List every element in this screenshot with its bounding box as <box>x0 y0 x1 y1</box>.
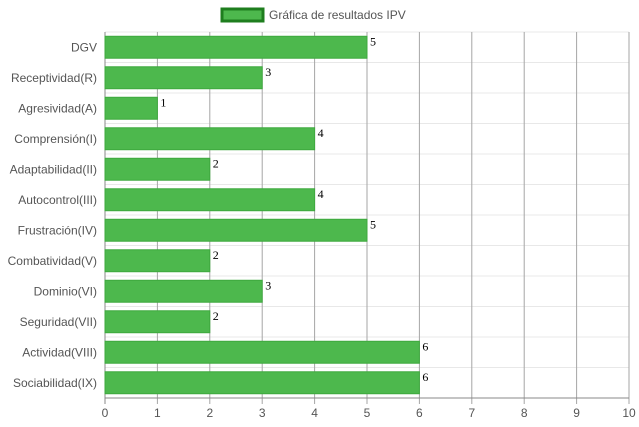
x-tick-label: 8 <box>521 406 528 420</box>
bar[interactable] <box>104 157 211 181</box>
data-label: 6 <box>422 370 428 384</box>
x-tick-label: 5 <box>364 406 371 420</box>
bar[interactable] <box>104 218 368 242</box>
bar[interactable] <box>104 35 368 59</box>
y-tick-label: Frustración(IV) <box>18 223 97 237</box>
chart-bars <box>104 35 420 395</box>
x-tick-label: 2 <box>206 406 213 420</box>
data-label: 4 <box>318 187 324 201</box>
data-label: 2 <box>213 156 219 170</box>
x-tick-label: 1 <box>154 406 161 420</box>
bar[interactable] <box>104 371 420 395</box>
bar[interactable] <box>104 310 211 334</box>
y-tick-label: Adaptabilidad(II) <box>10 162 97 176</box>
y-tick-label: Dominio(VI) <box>34 284 97 298</box>
legend-label[interactable]: Gráfica de resultados IPV <box>269 8 406 22</box>
y-tick-label: Actividad(VIII) <box>22 345 97 359</box>
bar[interactable] <box>104 279 263 303</box>
y-tick-label: DGV <box>71 40 97 54</box>
chart-labels: 0 1 2 3 4 5 6 7 8 9 10 DGV 5 Receptividad(R) 3 Agresivi… <box>8 34 636 420</box>
data-label: 5 <box>370 217 376 231</box>
bar[interactable] <box>104 188 316 212</box>
y-tick-label: Autocontrol(III) <box>18 193 97 207</box>
y-tick-label: Sociabilidad(IX) <box>13 376 97 390</box>
x-tick-label: 10 <box>622 406 636 420</box>
data-label: 3 <box>265 278 271 292</box>
y-tick-label: Seguridad(VII) <box>20 315 97 329</box>
bar[interactable] <box>104 340 420 364</box>
chart-legend[interactable]: Gráfica de resultados IPV <box>220 7 406 23</box>
x-tick-label: 9 <box>573 406 580 420</box>
y-tick-label: Agresividad(A) <box>18 101 97 115</box>
x-tick-label: 3 <box>259 406 266 420</box>
bar[interactable] <box>104 66 263 90</box>
data-label: 2 <box>213 309 219 323</box>
data-label: 4 <box>318 126 324 140</box>
data-label: 1 <box>160 95 166 109</box>
data-label: 5 <box>370 34 376 48</box>
x-tick-label: 0 <box>102 406 109 420</box>
data-label: 6 <box>422 339 428 353</box>
y-tick-label: Receptividad(R) <box>11 71 97 85</box>
bar[interactable] <box>104 96 158 120</box>
x-tick-label: 4 <box>311 406 318 420</box>
x-tick-label: 7 <box>468 406 475 420</box>
x-tick-label: 6 <box>416 406 423 420</box>
data-label: 2 <box>213 248 219 262</box>
y-tick-label: Comprensión(I) <box>14 132 97 146</box>
data-label: 3 <box>265 65 271 79</box>
legend-swatch[interactable] <box>220 7 265 23</box>
y-tick-label: Combatividad(V) <box>8 254 97 268</box>
bar[interactable] <box>104 249 211 273</box>
bar[interactable] <box>104 127 316 151</box>
